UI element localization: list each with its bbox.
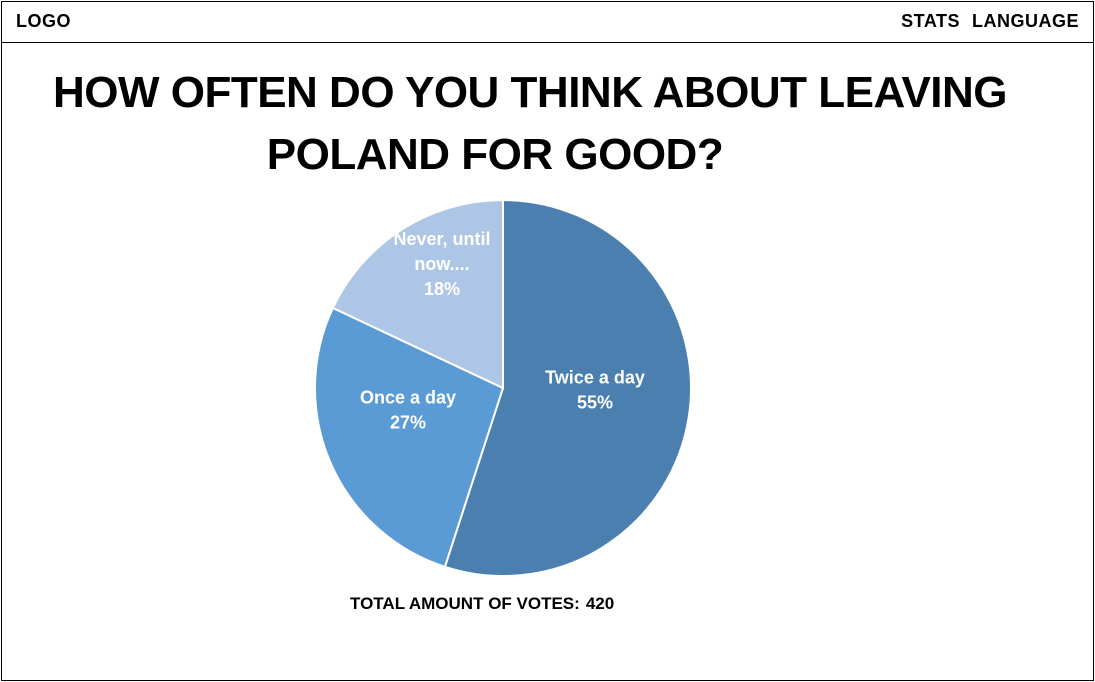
pie-slice-label-1: Once a day 27%	[360, 388, 456, 433]
pie-slice-2	[331, 198, 504, 390]
header-bar: LOGO STATS LANGUAGE	[2, 2, 1093, 43]
total-votes-label: TOTAL AMOUNT OF VOTES:	[350, 594, 580, 613]
logo[interactable]: LOGO	[16, 11, 71, 31]
chart-title-line-1: HOW OFTEN DO YOU THINK ABOUT LEAVING	[52, 68, 1008, 117]
nav-language-link[interactable]: LANGUAGE	[972, 11, 1079, 31]
chart-title-line-2: POLAND FOR GOOD?	[266, 130, 724, 179]
top-nav: STATS LANGUAGE	[901, 11, 1079, 32]
pie-slice-1	[314, 306, 505, 569]
total-votes: TOTAL AMOUNT OF VOTES: 420	[350, 594, 614, 614]
chart-title: HOW OFTEN DO YOU THINK ABOUT LEAVING POL…	[40, 62, 1020, 186]
nav-stats-link[interactable]: STATS	[901, 11, 960, 31]
total-votes-value: 420	[585, 594, 615, 613]
pie-slice-0	[443, 198, 692, 577]
pie-slice-label-2: Never, until now.... 18%	[393, 229, 490, 299]
pie-slice-label-0: Twice a day 55%	[545, 368, 645, 413]
